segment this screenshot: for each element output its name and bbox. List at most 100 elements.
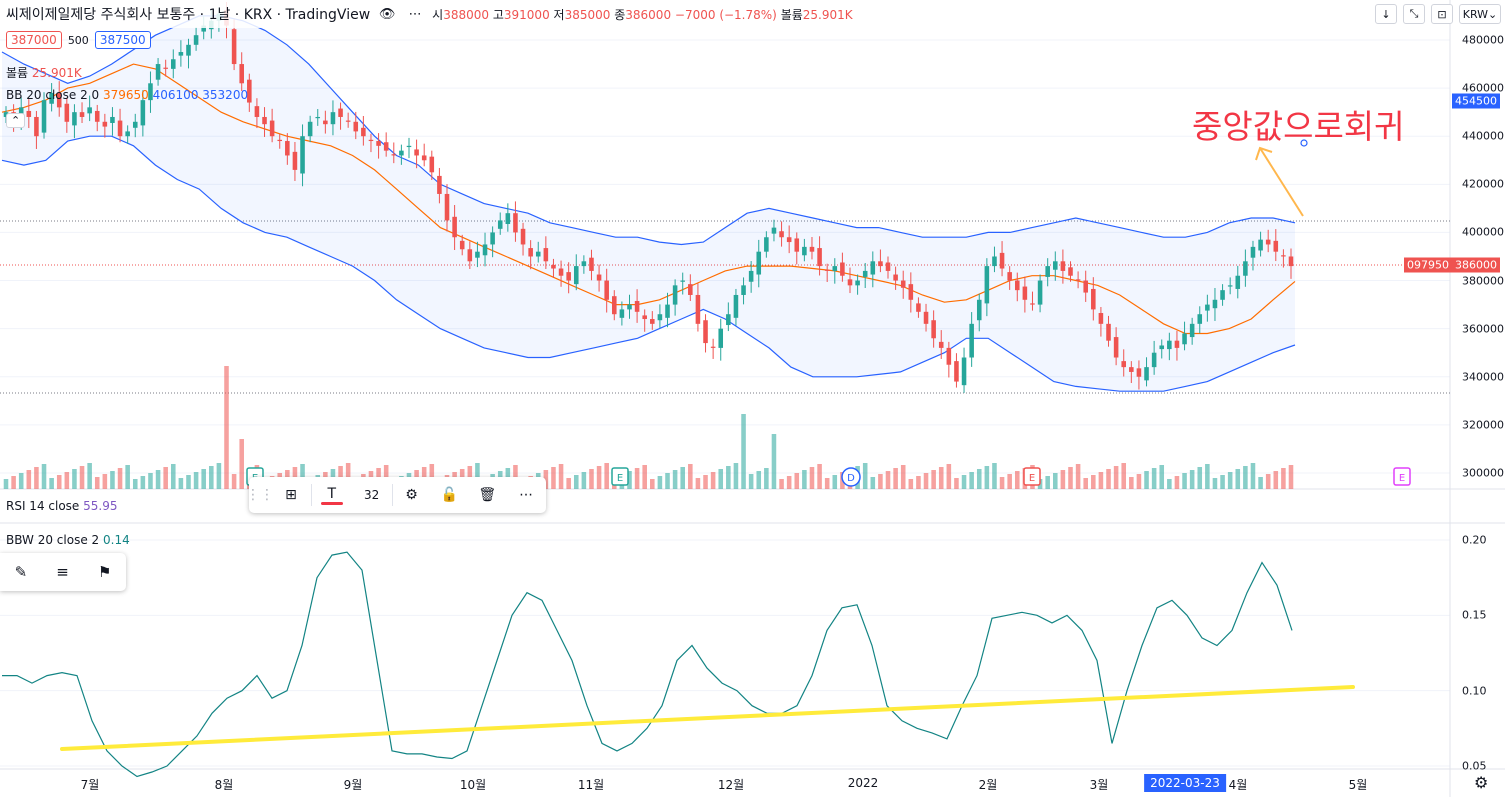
candle-body	[231, 29, 237, 65]
volume-bar	[916, 476, 921, 489]
bbw-legend[interactable]: BBW 20 close 2 0.14	[6, 533, 130, 547]
candle-body	[976, 299, 982, 321]
chart-settings-gear-icon[interactable]: ⚙	[1474, 773, 1489, 792]
candle-body	[1113, 337, 1119, 358]
volume-bar	[802, 470, 807, 489]
volume-bar	[771, 434, 777, 489]
volume-bar	[764, 468, 769, 489]
candle-body	[1030, 303, 1035, 305]
time-tick-label: 2월	[978, 778, 998, 792]
candle-body	[193, 35, 199, 45]
candle-body	[543, 248, 549, 262]
candle-body	[201, 25, 206, 32]
price-tick-label: 400000	[1462, 225, 1504, 239]
time-tick-label: 7월	[80, 778, 100, 792]
volume-bar	[1273, 471, 1279, 489]
maximize-button[interactable]: ⊡	[1431, 4, 1453, 24]
volume-bar	[1250, 463, 1256, 489]
bbw-tick-label: 0.10	[1462, 684, 1487, 698]
volume-bar	[1288, 465, 1294, 489]
more-options-icon[interactable]: ⋯	[519, 487, 534, 503]
volume-bar	[102, 474, 108, 489]
dividend-marker	[841, 467, 861, 487]
settings-gear-icon[interactable]: ⚙	[405, 487, 418, 503]
candle-body	[1265, 239, 1271, 245]
volume-bar	[969, 472, 974, 489]
symbol-title[interactable]: 씨제이제일제당 주식회사 보통주 · 1날 · KRX · TradingVie…	[6, 7, 371, 23]
candle-body	[672, 285, 678, 305]
more-icon[interactable]: ⋯	[408, 6, 422, 22]
candle-body	[475, 251, 480, 258]
volume-bar	[56, 475, 62, 489]
brush-icon[interactable]: ✎	[14, 563, 28, 581]
volume-bar	[1136, 474, 1142, 489]
candle-body	[345, 120, 351, 122]
volume-bar	[794, 473, 800, 489]
text-color-button[interactable]: T	[312, 477, 352, 513]
candle-body	[1053, 261, 1058, 270]
collapse-button[interactable]: ⤡	[1403, 4, 1425, 24]
flag-icon[interactable]: ⚑	[97, 563, 112, 581]
move-down-button[interactable]: ↓	[1375, 4, 1397, 24]
lock-icon[interactable]: 🔓	[440, 487, 459, 503]
candle-body	[1174, 340, 1180, 348]
volume-bar	[786, 476, 792, 489]
candle-body	[1151, 352, 1157, 368]
delete-trash-icon[interactable]: 🗑	[478, 487, 497, 503]
candle-body	[809, 246, 815, 252]
candle-body	[840, 262, 845, 276]
volume-bar	[224, 366, 229, 489]
event-marker-label: E	[617, 473, 623, 484]
bbw-tick-label: 0.15	[1462, 608, 1487, 622]
volume-bar	[627, 471, 632, 489]
candle-body	[1091, 288, 1096, 310]
volume-bar	[186, 475, 191, 489]
candle-body	[414, 149, 419, 156]
rsi-legend[interactable]: RSI 14 close 55.95	[6, 499, 118, 513]
lines-icon[interactable]: ≡	[56, 563, 69, 581]
volume-bar	[710, 472, 716, 489]
order-quantity[interactable]: 500	[67, 33, 89, 47]
candle-body	[79, 112, 85, 117]
annotation-text[interactable]: 중앙값으로회귀	[1192, 107, 1405, 146]
buy-button[interactable]: 387500	[94, 31, 151, 49]
sell-button[interactable]: 387000	[6, 31, 62, 49]
volume-bar	[216, 463, 222, 489]
candle-body	[999, 252, 1005, 269]
volume-bar	[878, 474, 883, 489]
price-tick-label: 360000	[1462, 322, 1504, 336]
currency-selector[interactable]: KRW ⌄	[1459, 4, 1501, 24]
candle-body	[254, 106, 260, 117]
template-icon[interactable]: ⊞	[285, 487, 297, 503]
volume-bar	[893, 468, 898, 489]
candle-body	[467, 249, 473, 262]
volume-bar	[1243, 466, 1248, 489]
candle-body	[292, 151, 298, 170]
candle-body	[330, 112, 336, 125]
candle-body	[551, 264, 556, 269]
candle-body	[155, 64, 161, 80]
volume-bar	[992, 463, 997, 489]
volume-bar	[885, 471, 891, 489]
candle-body	[490, 232, 495, 245]
collapse-legend-button[interactable]: ⌃	[6, 113, 26, 128]
candle-body	[642, 315, 647, 320]
volume-bar	[1281, 468, 1286, 489]
volume-legend[interactable]: 볼륨 25.901K	[6, 66, 82, 80]
eye-icon[interactable]: 👁	[378, 6, 396, 22]
candle-body	[893, 274, 898, 281]
volume-bar	[193, 472, 199, 489]
drag-handle-icon[interactable]: ⋮⋮	[246, 487, 274, 503]
candle-body	[1068, 267, 1073, 276]
candle-body	[984, 266, 990, 304]
candle-body	[117, 120, 123, 137]
font-size-button[interactable]: 32	[364, 488, 380, 502]
candle-body	[969, 323, 974, 358]
volume-bar	[931, 470, 936, 489]
candle-body	[72, 112, 77, 126]
ohlc-values: 시388000 고391000 저385000 종386000 −7000 (−…	[432, 7, 853, 22]
volume-bar	[642, 465, 647, 489]
bb-legend[interactable]: BB 20 close 2 0 379650 406100 353200	[6, 88, 249, 102]
volume-bar	[718, 469, 724, 489]
